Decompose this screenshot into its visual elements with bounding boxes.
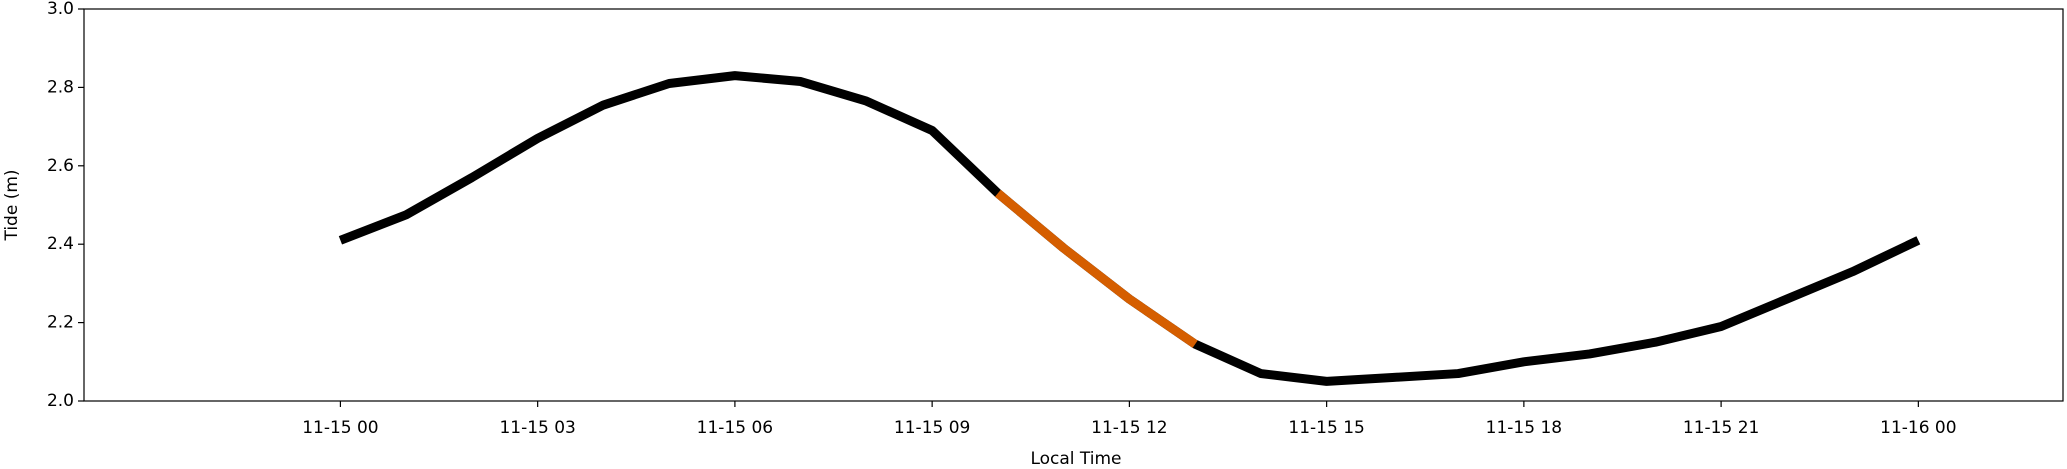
y-tick-label: 2.6: [47, 156, 74, 176]
tide-line: [338, 71, 1921, 386]
x-tick-label: 11-15 18: [1486, 418, 1562, 438]
x-tick-label: 11-15 09: [894, 418, 970, 438]
x-tick-label: 11-15 21: [1683, 418, 1759, 438]
y-tick-label: 2.8: [47, 77, 74, 97]
x-tick-label: 11-15 06: [697, 418, 773, 438]
y-tick-label: 3.0: [47, 0, 74, 19]
x-tick-label: 11-15 12: [1091, 418, 1167, 438]
y-axis-label: Tide (m): [2, 169, 22, 241]
x-axis-label: Local Time: [1030, 449, 1121, 469]
tide-line: [995, 189, 1198, 348]
x-tick-label: 11-15 00: [302, 418, 378, 438]
plot-frame: [83, 8, 2064, 402]
x-tick-label: 11-15 15: [1288, 418, 1364, 438]
y-tick-label: 2.0: [47, 391, 74, 411]
y-tick-label: 2.2: [47, 313, 74, 333]
x-tick-label: 11-15 03: [499, 418, 575, 438]
x-tick-label: 11-16 00: [1880, 418, 1956, 438]
y-tick-label: 2.4: [47, 234, 74, 254]
